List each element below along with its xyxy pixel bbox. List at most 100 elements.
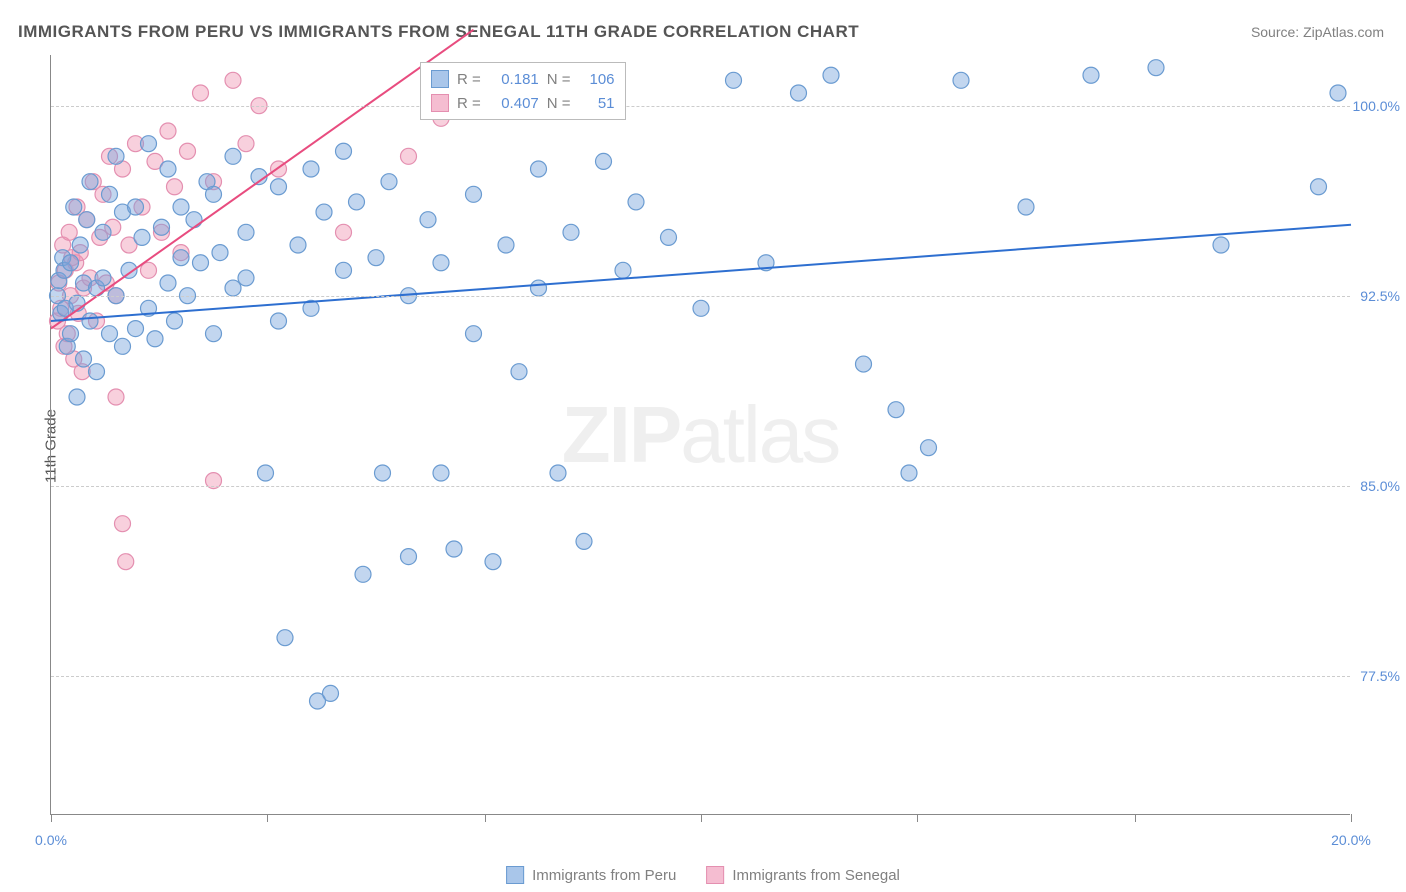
data-point (160, 275, 176, 291)
data-point (173, 199, 189, 215)
data-point (726, 72, 742, 88)
chart-svg (51, 55, 1350, 814)
data-point (336, 262, 352, 278)
data-point (128, 321, 144, 337)
data-point (1148, 60, 1164, 76)
legend-row-senegal: R = 0.407 N = 51 (431, 91, 615, 115)
data-point (108, 389, 124, 405)
data-point (375, 465, 391, 481)
data-point (118, 554, 134, 570)
data-point (953, 72, 969, 88)
gridline (51, 676, 1350, 677)
data-point (82, 174, 98, 190)
data-point (576, 533, 592, 549)
x-tick-label: 0.0% (35, 832, 67, 848)
r-value-senegal: 0.407 (489, 95, 539, 112)
x-tick (917, 814, 918, 822)
data-point (108, 148, 124, 164)
x-tick (1351, 814, 1352, 822)
data-point (303, 161, 319, 177)
data-point (336, 143, 352, 159)
data-point (147, 331, 163, 347)
data-point (115, 516, 131, 532)
data-point (277, 630, 293, 646)
data-point (290, 237, 306, 253)
data-point (1083, 67, 1099, 83)
data-point (856, 356, 872, 372)
data-point (271, 313, 287, 329)
data-point (102, 326, 118, 342)
legend-row-peru: R = 0.181 N = 106 (431, 67, 615, 91)
legend-swatch-peru (431, 70, 449, 88)
n-label: N = (547, 95, 571, 112)
x-tick (1135, 814, 1136, 822)
data-point (1018, 199, 1034, 215)
data-point (596, 153, 612, 169)
data-point (466, 326, 482, 342)
data-point (381, 174, 397, 190)
legend-item-peru: Immigrants from Peru (506, 866, 676, 884)
data-point (271, 179, 287, 195)
data-point (102, 186, 118, 202)
gridline (51, 106, 1350, 107)
n-label: N = (547, 71, 571, 88)
data-point (1311, 179, 1327, 195)
data-point (336, 224, 352, 240)
legend-label-peru: Immigrants from Peru (532, 867, 676, 884)
r-label: R = (457, 95, 481, 112)
data-point (193, 85, 209, 101)
data-point (141, 136, 157, 152)
data-point (1213, 237, 1229, 253)
data-point (167, 313, 183, 329)
y-tick-label: 100.0% (1340, 98, 1400, 114)
data-point (134, 229, 150, 245)
data-point (368, 250, 384, 266)
data-point (95, 270, 111, 286)
data-point (206, 186, 222, 202)
data-point (901, 465, 917, 481)
n-value-senegal: 51 (579, 95, 615, 112)
data-point (921, 440, 937, 456)
data-point (498, 237, 514, 253)
data-point (206, 326, 222, 342)
data-point (238, 270, 254, 286)
x-tick (701, 814, 702, 822)
chart-title: IMMIGRANTS FROM PERU VS IMMIGRANTS FROM … (18, 22, 859, 42)
data-point (69, 295, 85, 311)
data-point (79, 212, 95, 228)
data-point (69, 389, 85, 405)
legend-swatch-senegal (431, 94, 449, 112)
y-tick-label: 92.5% (1340, 288, 1400, 304)
data-point (61, 224, 77, 240)
series-legend: Immigrants from Peru Immigrants from Sen… (506, 866, 900, 884)
data-point (82, 313, 98, 329)
data-point (225, 148, 241, 164)
data-point (316, 204, 332, 220)
data-point (212, 245, 228, 261)
data-point (72, 237, 88, 253)
data-point (115, 338, 131, 354)
data-point (355, 566, 371, 582)
plot-area: ZIPatlas 77.5%85.0%92.5%100.0%0.0%20.0% (50, 55, 1350, 815)
correlation-legend: R = 0.181 N = 106 R = 0.407 N = 51 (420, 62, 626, 120)
data-point (628, 194, 644, 210)
x-tick-label: 20.0% (1331, 832, 1371, 848)
data-point (154, 219, 170, 235)
r-label: R = (457, 71, 481, 88)
x-tick (267, 814, 268, 822)
data-point (238, 136, 254, 152)
data-point (225, 280, 241, 296)
data-point (485, 554, 501, 570)
data-point (258, 465, 274, 481)
y-tick-label: 85.0% (1340, 478, 1400, 494)
source-attribution: Source: ZipAtlas.com (1251, 24, 1384, 40)
data-point (511, 364, 527, 380)
data-point (791, 85, 807, 101)
data-point (693, 300, 709, 316)
gridline (51, 296, 1350, 297)
data-point (446, 541, 462, 557)
data-point (238, 224, 254, 240)
data-point (349, 194, 365, 210)
data-point (89, 364, 105, 380)
data-point (323, 685, 339, 701)
